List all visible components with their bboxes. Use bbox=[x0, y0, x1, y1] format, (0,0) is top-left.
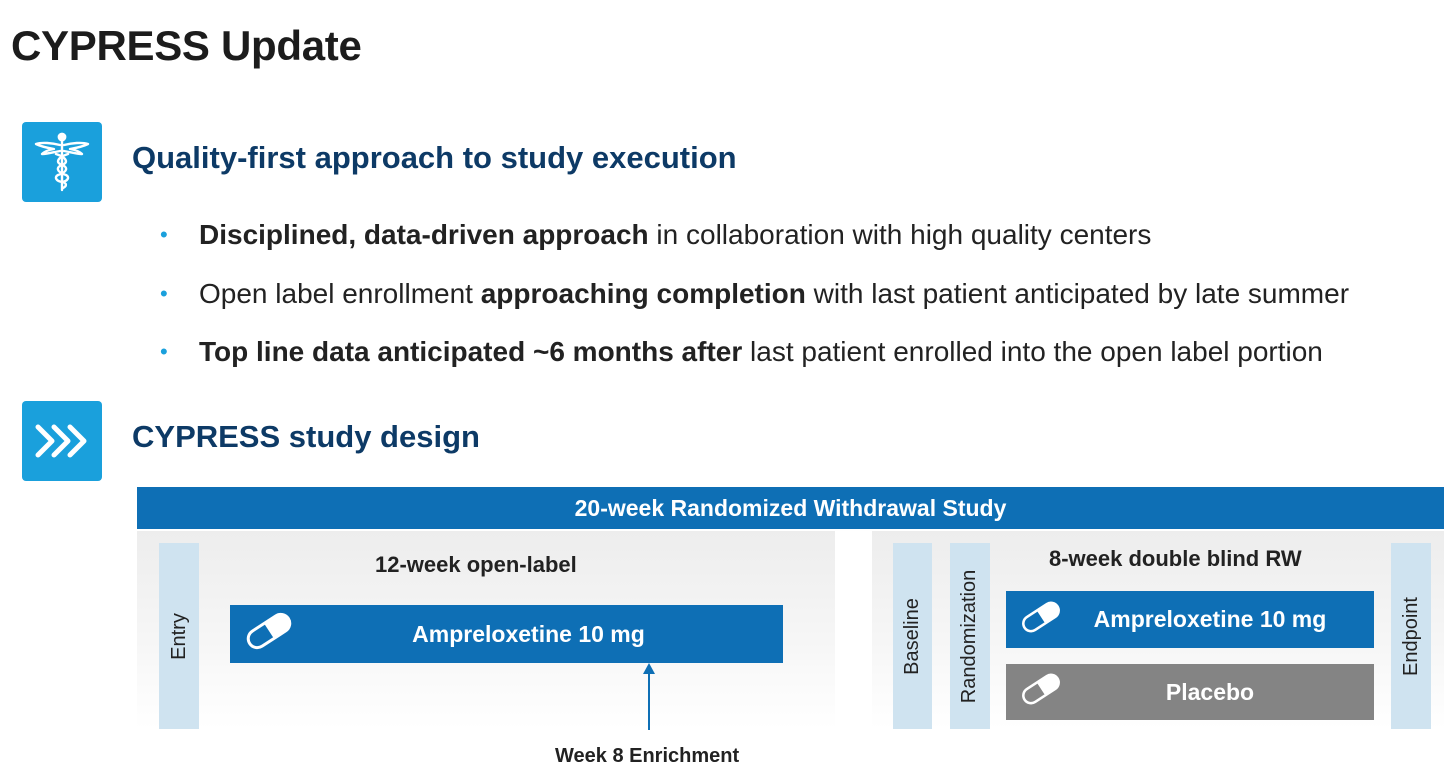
bullet-bold-text: Disciplined, data-driven approach bbox=[199, 219, 649, 250]
baseline-marker: Baseline bbox=[893, 543, 932, 729]
entry-marker: Entry bbox=[159, 543, 199, 729]
bullet-item: Open label enrollment approaching comple… bbox=[160, 265, 1349, 324]
enrichment-arrow-head bbox=[643, 663, 655, 674]
study-banner: 20-week Randomized Withdrawal Study bbox=[137, 487, 1444, 529]
randomization-label: Randomization bbox=[958, 569, 981, 703]
pill-icon bbox=[1018, 671, 1064, 713]
placebo-bar: Placebo bbox=[1006, 664, 1374, 720]
bullet-list: Disciplined, data-driven approach in col… bbox=[160, 206, 1349, 382]
entry-label: Entry bbox=[167, 612, 190, 660]
double-blind-phase-label: 8-week double blind RW bbox=[1049, 546, 1302, 571]
bullet-text: last patient enrolled into the open labe… bbox=[742, 336, 1323, 367]
open-label-phase-label: 12-week open-label bbox=[375, 552, 577, 577]
section-heading-design: CYPRESS study design bbox=[132, 419, 480, 454]
triple-chevron-right-icon bbox=[22, 401, 102, 481]
bullet-text: in collaboration with high quality cente… bbox=[648, 219, 1152, 250]
bullet-text: Open label enrollment bbox=[199, 277, 481, 309]
caduceus-icon bbox=[22, 122, 102, 202]
bullet-item: Disciplined, data-driven approach in col… bbox=[160, 206, 1349, 265]
endpoint-label: Endpoint bbox=[1399, 596, 1422, 676]
bullet-bold-text: Top line data anticipated ~6 months afte… bbox=[199, 336, 743, 367]
bullet-text: with last patient anticipated by late su… bbox=[805, 277, 1350, 309]
page-title: CYPRESS Update bbox=[11, 22, 362, 69]
double-blind-drug-bar: Ampreloxetine 10 mg bbox=[1006, 591, 1374, 648]
endpoint-marker: Endpoint bbox=[1391, 543, 1431, 729]
bullet-item: Top line data anticipated ~6 months afte… bbox=[160, 323, 1349, 382]
bullet-bold-text: approaching completion bbox=[480, 277, 806, 309]
enrichment-arrow bbox=[648, 672, 650, 730]
drug-name: Ampreloxetine 10 mg bbox=[1093, 606, 1327, 632]
section-heading-quality: Quality-first approach to study executio… bbox=[132, 140, 737, 175]
open-label-drug-bar: Ampreloxetine 10 mg bbox=[230, 605, 783, 663]
baseline-label: Baseline bbox=[901, 597, 923, 675]
pill-icon bbox=[242, 612, 296, 656]
placebo-label: Placebo bbox=[1165, 678, 1255, 705]
drug-name: Ampreloxetine 10 mg bbox=[412, 620, 645, 647]
enrichment-label: Week 8 Enrichment bbox=[555, 745, 740, 767]
randomization-marker: Randomization bbox=[950, 543, 990, 729]
pill-icon bbox=[1018, 599, 1064, 641]
